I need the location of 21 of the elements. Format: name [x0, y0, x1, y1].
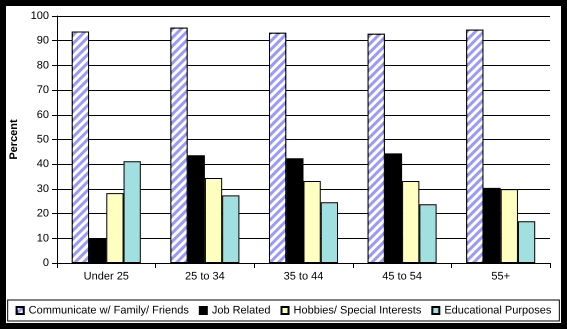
legend-label: Hobbies/ Special Interests — [294, 304, 422, 316]
y-tick-label: 60 — [36, 108, 49, 121]
x-tick-label: Under 25 — [84, 270, 129, 282]
y-tick-label: 80 — [36, 59, 49, 72]
x-tick-label: 55+ — [491, 270, 510, 282]
x-tick-label: 45 to 54 — [382, 270, 422, 282]
y-tick-label: 100 — [30, 10, 49, 22]
x-tick-label: 25 to 34 — [185, 270, 225, 282]
x-tick-label: 35 to 44 — [284, 270, 324, 282]
y-tick-label: 0 — [42, 257, 49, 269]
y-tick-label: 40 — [36, 158, 49, 170]
y-tick-label: 90 — [36, 34, 49, 47]
y-tick-label: 50 — [36, 134, 49, 146]
y-tick-label: 70 — [36, 84, 49, 96]
y-tick-label: 30 — [36, 182, 49, 195]
legend-label: Educational Purposes — [444, 304, 552, 316]
legend-label: Communicate w/ Family/ Friends — [28, 304, 190, 316]
y-tick-label: 10 — [36, 232, 49, 244]
y-axis-title: Percent — [8, 118, 20, 160]
legend-label: Job Related — [212, 304, 271, 316]
y-tick-label: 20 — [36, 208, 49, 220]
